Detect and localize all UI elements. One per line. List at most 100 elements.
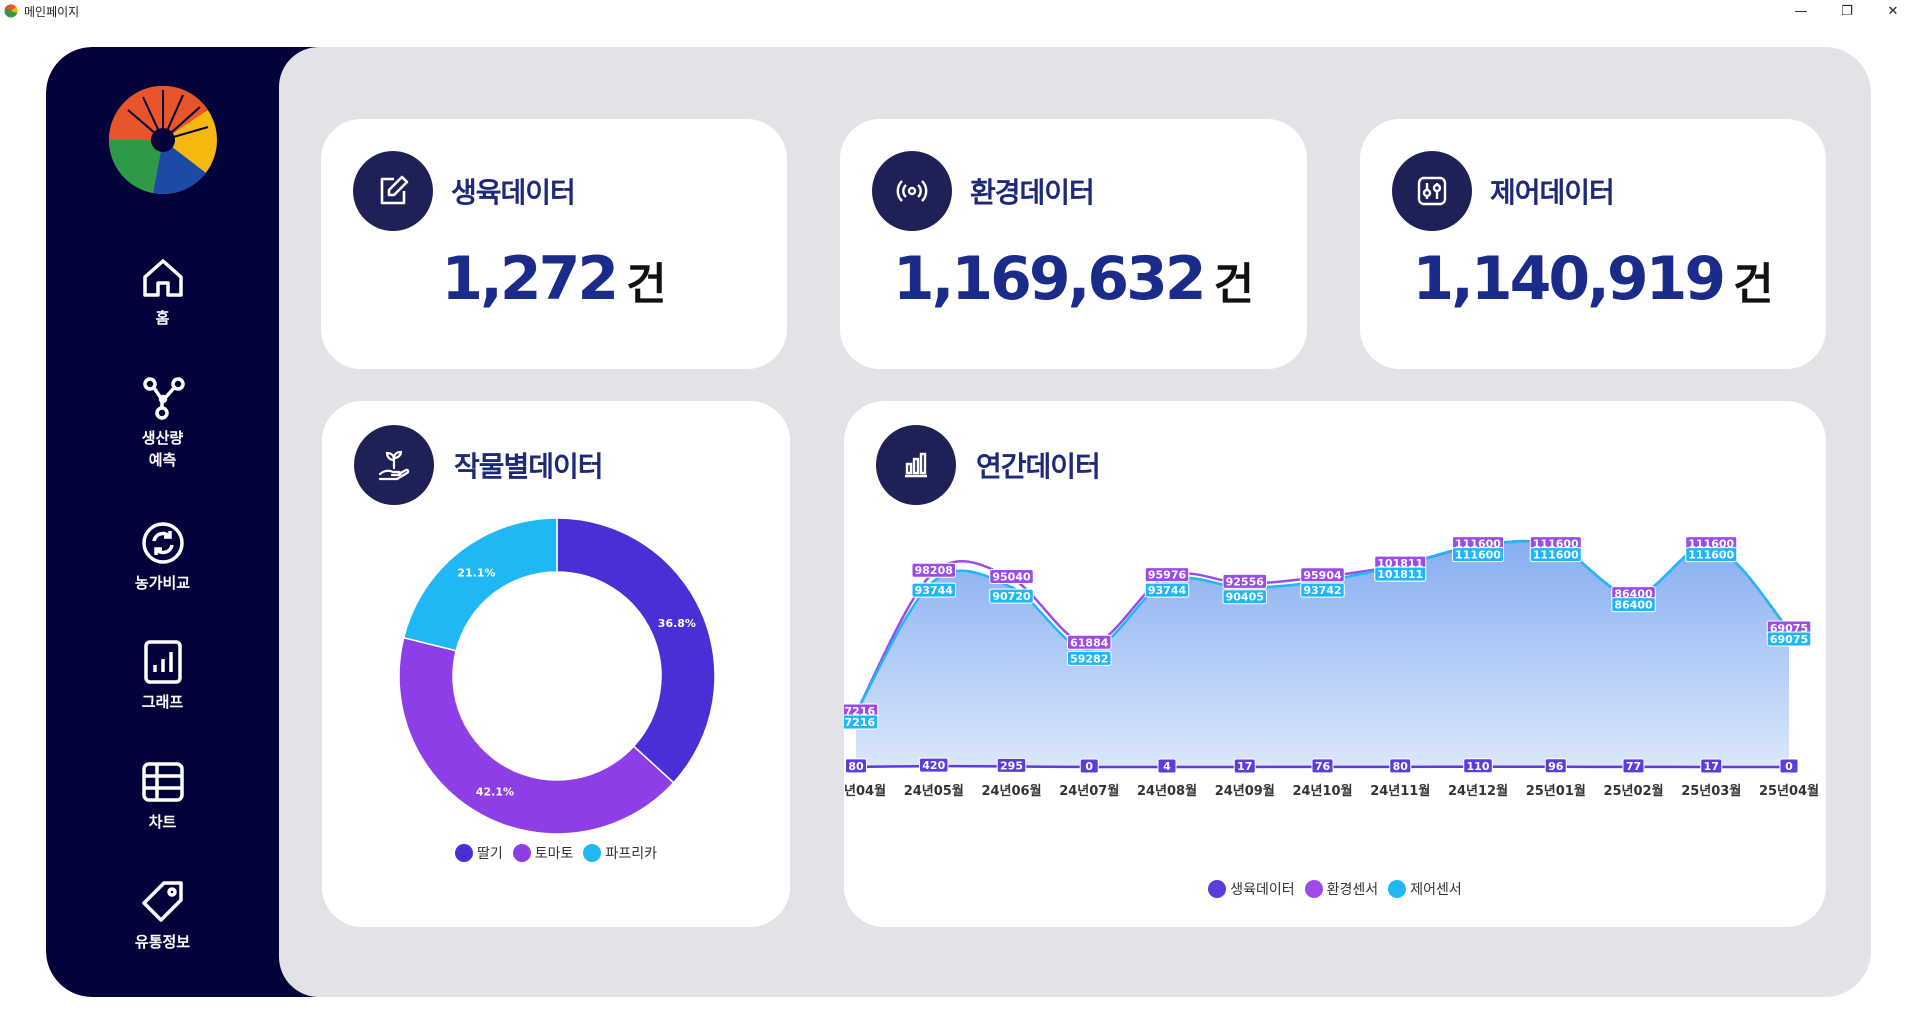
- data-label-control: 111600: [1452, 547, 1504, 563]
- svg-text:77: 77: [1626, 760, 1641, 773]
- stat-unit: 건: [626, 259, 667, 310]
- card-icon-circle: [354, 425, 434, 505]
- title-bar: 메인페이지 — ❐ ✕: [0, 0, 1916, 22]
- bar-chart-icon: [905, 452, 927, 478]
- window-title: 메인페이지: [24, 4, 80, 19]
- stat-card-environment: 환경데이터 1,169,632 건: [840, 119, 1307, 369]
- legend-item[interactable]: 토마토: [512, 843, 573, 863]
- sidebar-item-label: 그래프: [141, 693, 184, 711]
- sidebar-item-farm-compare[interactable]: 농가비교: [46, 520, 279, 594]
- legend-item[interactable]: 제어센서: [1388, 879, 1462, 899]
- legend-item[interactable]: 딸기: [455, 843, 503, 863]
- data-label-control: 69075: [1766, 631, 1812, 647]
- sync-icon: [141, 522, 184, 564]
- pie-slice-label: 42.1%: [476, 785, 514, 798]
- svg-text:295: 295: [1000, 759, 1023, 772]
- svg-text:17: 17: [1704, 760, 1719, 773]
- sidebar-item-label: 차트: [148, 813, 177, 831]
- stat-number: 1,140,919: [1412, 244, 1726, 314]
- legend-dot: [1208, 880, 1227, 898]
- sidebar-item-label: 홈: [155, 309, 170, 327]
- data-label-growth: 17: [1700, 758, 1723, 774]
- data-label-control: 27216: [844, 714, 879, 730]
- legend-dot: [1388, 880, 1407, 898]
- x-tick-label: 25년03월: [1681, 783, 1741, 799]
- x-tick-label: 24년07월: [1059, 783, 1119, 799]
- sidebar-item-production-forecast[interactable]: 생산량 예측: [46, 375, 279, 471]
- crop-data-card: 작물별데이터 36.8% 42.1% 21.1% 딸기 토마토 파프리카: [322, 401, 790, 927]
- x-tick-label: 24년09월: [1215, 783, 1275, 799]
- data-label-control: 111600: [1685, 547, 1738, 563]
- stat-value: 1,272 건: [321, 244, 787, 314]
- pie-slice-1[interactable]: [398, 636, 675, 835]
- svg-text:111600: 111600: [1688, 549, 1734, 562]
- svg-text:4: 4: [1163, 760, 1171, 773]
- close-button[interactable]: ✕: [1887, 3, 1899, 19]
- data-label-growth: 80: [1389, 758, 1412, 774]
- data-label-env: 95904: [1300, 567, 1345, 583]
- legend-label: 생육데이터: [1230, 882, 1295, 898]
- data-label-growth: 0: [1779, 758, 1799, 774]
- data-label-control: 111600: [1529, 547, 1582, 563]
- legend-item[interactable]: 환경센서: [1304, 879, 1378, 899]
- data-label-growth: 4: [1157, 758, 1177, 774]
- table-icon: [141, 762, 184, 802]
- x-tick-label: 24년08월: [1137, 783, 1197, 799]
- legend-label: 딸기: [477, 846, 503, 862]
- pie-slice-label: 36.8%: [658, 617, 696, 630]
- sidebar-item-chart[interactable]: 차트: [46, 759, 279, 833]
- data-label-growth: 80: [845, 758, 867, 774]
- legend-item[interactable]: 파프리카: [583, 843, 657, 863]
- svg-text:95976: 95976: [1148, 569, 1187, 582]
- data-label-env: 95976: [1144, 567, 1190, 583]
- data-label-control: 90405: [1222, 589, 1267, 605]
- x-tick-label: 24년04월: [844, 783, 886, 799]
- stat-unit: 건: [1733, 259, 1774, 310]
- pie-slice-2[interactable]: [402, 517, 558, 652]
- crop-donut-chart: 36.8% 42.1% 21.1%: [398, 517, 716, 835]
- data-label-growth: 17: [1233, 758, 1256, 774]
- svg-text:80: 80: [848, 760, 864, 773]
- area-fill: [856, 541, 1789, 767]
- data-label-control: 101811: [1374, 566, 1427, 582]
- svg-text:0: 0: [1085, 760, 1093, 773]
- edit-icon: [380, 175, 409, 205]
- sidebar-item-distribution[interactable]: 유통정보: [46, 879, 279, 953]
- annual-area-chart: 27216 98208 95040 61884 95976 92556 95904 10181…: [844, 536, 1819, 799]
- stat-number: 1,272: [441, 244, 619, 314]
- stat-value: 1,169,632 건: [840, 244, 1307, 314]
- sidebar-item-label: 유통정보: [134, 933, 191, 951]
- area-legend: 생육데이터 환경센서 제어센서: [844, 879, 1826, 899]
- x-tick-label: 24년12월: [1448, 783, 1508, 799]
- stat-card-growth: 생육데이터 1,272 건: [321, 119, 787, 369]
- svg-text:92556: 92556: [1226, 575, 1265, 588]
- sidebar-item-graph[interactable]: 그래프: [46, 639, 279, 713]
- x-tick-label: 24년05월: [904, 783, 964, 799]
- stat-unit: 건: [1213, 259, 1255, 310]
- svg-text:69075: 69075: [1770, 633, 1808, 646]
- svg-text:95040: 95040: [992, 571, 1031, 584]
- x-tick-label: 24년11월: [1370, 783, 1430, 799]
- svg-text:420: 420: [922, 759, 945, 772]
- svg-text:96: 96: [1548, 760, 1564, 773]
- data-label-env: 98208: [911, 562, 956, 578]
- svg-text:110: 110: [1467, 760, 1490, 773]
- sidebar: 홈 생산량 예측 농가비교 그래프: [46, 47, 279, 997]
- maximize-button[interactable]: ❐: [1841, 3, 1853, 19]
- svg-text:98208: 98208: [915, 564, 953, 577]
- pie-legend: 딸기 토마토 파프리카: [322, 843, 790, 863]
- data-label-control: 86400: [1611, 597, 1656, 613]
- card-title: 제어데이터: [1490, 176, 1615, 209]
- sidebar-item-label: 농가비교: [134, 574, 191, 592]
- data-label-env: 95040: [989, 569, 1034, 585]
- card-title: 작물별데이터: [454, 450, 604, 483]
- legend-label: 파프리카: [605, 846, 657, 862]
- sidebar-item-home[interactable]: 홈: [46, 255, 279, 329]
- legend-item[interactable]: 생육데이터: [1208, 879, 1295, 899]
- minimize-button[interactable]: —: [1794, 3, 1808, 19]
- card-title: 환경데이터: [970, 176, 1095, 209]
- data-label-growth: 77: [1622, 758, 1645, 774]
- pie-slice-0[interactable]: [556, 517, 716, 784]
- sidebar-corner: [279, 957, 319, 997]
- legend-dot: [583, 844, 602, 862]
